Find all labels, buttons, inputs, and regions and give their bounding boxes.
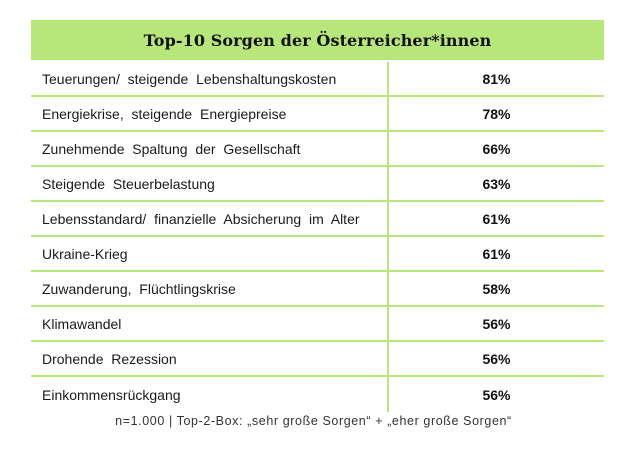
row-label: Einkommensrückgang	[31, 377, 389, 412]
row-value: 81%	[482, 70, 511, 87]
row-value: 56%	[482, 315, 511, 332]
row-label: Zunehmende Spaltung der Gesellschaft	[31, 132, 389, 165]
table-row: Zuwanderung, Flüchtlingskrise 58%	[31, 272, 604, 307]
footnote: n=1.000 | Top-2-Box: „sehr große Sorgen“…	[115, 414, 512, 428]
table-row: Lebensstandard/ finanzielle Absicherung …	[31, 202, 604, 237]
row-label: Teuerungen/ steigende Lebenshaltungskost…	[31, 62, 389, 95]
table-row: Teuerungen/ steigende Lebenshaltungskost…	[31, 62, 604, 97]
table-row: Steigende Steuerbelastung 63%	[31, 167, 604, 202]
row-label: Lebensstandard/ finanzielle Absicherung …	[31, 202, 389, 235]
row-value: 56%	[482, 350, 511, 367]
row-value: 66%	[482, 140, 511, 157]
worries-table: Top-10 Sorgen der Österreicher*innen Teu…	[31, 20, 604, 412]
table-row: Zunehmende Spaltung der Gesellschaft 66%	[31, 132, 604, 167]
row-label: Zuwanderung, Flüchtlingskrise	[31, 272, 389, 305]
table-header: Top-10 Sorgen der Österreicher*innen	[31, 20, 604, 62]
table-row: Ukraine-Krieg 61%	[31, 237, 604, 272]
row-label: Steigende Steuerbelastung	[31, 167, 389, 200]
row-label: Drohende Rezession	[31, 342, 389, 375]
row-value: 61%	[482, 210, 511, 227]
table-body: Teuerungen/ steigende Lebenshaltungskost…	[31, 62, 604, 412]
row-value: 61%	[482, 245, 511, 262]
table-title: Top-10 Sorgen der Österreicher*innen	[143, 30, 492, 50]
row-label: Ukraine-Krieg	[31, 237, 389, 270]
table-row: Klimawandel 56%	[31, 307, 604, 342]
row-label: Klimawandel	[31, 307, 389, 340]
row-value: 78%	[482, 105, 511, 122]
row-value: 63%	[482, 175, 511, 192]
row-value: 56%	[482, 386, 511, 403]
table-row: Energiekrise, steigende Energiepreise 78%	[31, 97, 604, 132]
row-label: Energiekrise, steigende Energiepreise	[31, 97, 389, 130]
row-value: 58%	[482, 280, 511, 297]
table-row: Drohende Rezession 56%	[31, 342, 604, 377]
table-row: Einkommensrückgang 56%	[31, 377, 604, 412]
